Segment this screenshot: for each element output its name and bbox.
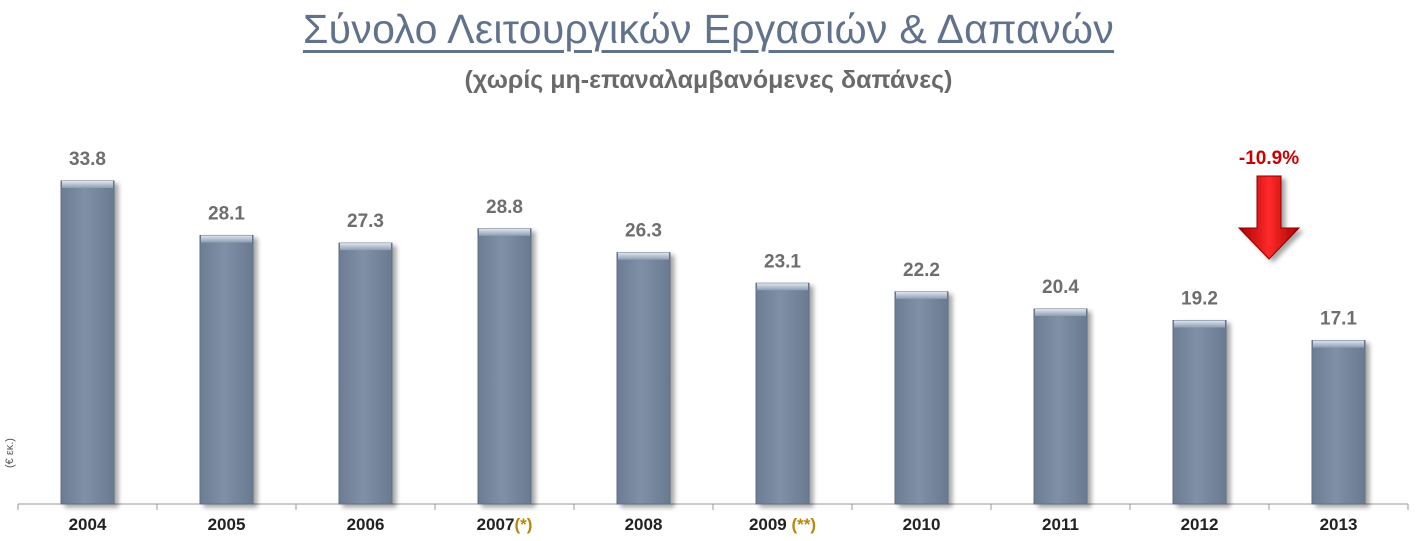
value-label: 22.2 [903,260,940,281]
value-label: 28.8 [486,197,523,218]
x-tick-note: (**) [787,515,816,534]
bar-body [755,282,810,505]
bar-2004 [60,180,115,505]
bar-body [199,234,254,505]
value-label: 19.2 [1181,289,1218,310]
bar-cap [1035,309,1086,317]
bar-body [894,291,949,505]
value-label: 26.3 [625,221,662,242]
bar-body [1172,320,1227,505]
bar-2008 [616,252,671,505]
x-tick-label: 2012 [1181,515,1219,534]
x-axis-ticks [17,504,1409,510]
x-tick-label: 2013 [1320,515,1358,534]
x-tick-note: (*) [514,515,532,534]
bars [60,180,1366,505]
bar-cap [1174,320,1225,328]
bar-2007 [477,228,532,505]
bar-cap [618,252,669,260]
x-tick-labels: 2004 2005 2006 2007(*) 2008 2009 (**) 2010 2011… [69,515,1358,534]
bar-body [1033,308,1088,505]
value-label: 27.3 [347,211,384,232]
bar-2009 [755,282,810,505]
bar-cap [1313,340,1364,348]
bar-body [60,180,115,505]
bar-2012 [1172,320,1227,505]
bar-2005 [199,234,254,505]
down-arrow-icon [1237,175,1301,260]
x-tick-label: 2006 [347,515,385,534]
x-tick-label: 2007(*) [477,515,533,534]
value-label: 23.1 [764,251,801,272]
bar-2011 [1033,308,1088,505]
x-tick-label: 2004 [69,515,107,534]
value-label: 28.1 [208,203,245,224]
x-tick-label: 2008 [625,515,663,534]
bar-cap [479,228,530,236]
value-label: 20.4 [1042,277,1079,298]
x-tick-label: 2009 (**) [749,515,816,534]
chart-title: Σύνολο Λειτουργικών Εργασιών & Δαπανών [302,6,1115,52]
bar-body [338,242,393,505]
chart-subtitle: (χωρίς μη-επαναλαμβανόμενες δαπάνες) [464,66,953,94]
bar-cap [757,283,808,291]
value-label: 33.8 [69,149,106,170]
bar-cap [201,235,252,243]
bar-body [1311,340,1366,505]
x-tick-label: 2011 [1042,515,1079,534]
bar-cap [62,181,113,188]
bar-2006 [338,242,393,505]
bar-cap [340,243,391,251]
value-label: 17.1 [1320,309,1357,330]
x-tick-label: 2005 [208,515,246,534]
value-labels: 33.8 28.1 27.3 28.8 26.3 23.1 22.2 20.4 19.2 17.1 [69,149,1357,330]
change-annotation-label: -10.9% [1239,148,1299,169]
bar-2010 [894,291,949,505]
bar-cap [896,291,947,299]
bar-body [477,228,532,505]
bar-2013 [1311,340,1366,505]
annotations: -10.9% [1237,148,1301,260]
x-tick-label: 2010 [903,515,941,534]
bar-body [616,252,671,505]
